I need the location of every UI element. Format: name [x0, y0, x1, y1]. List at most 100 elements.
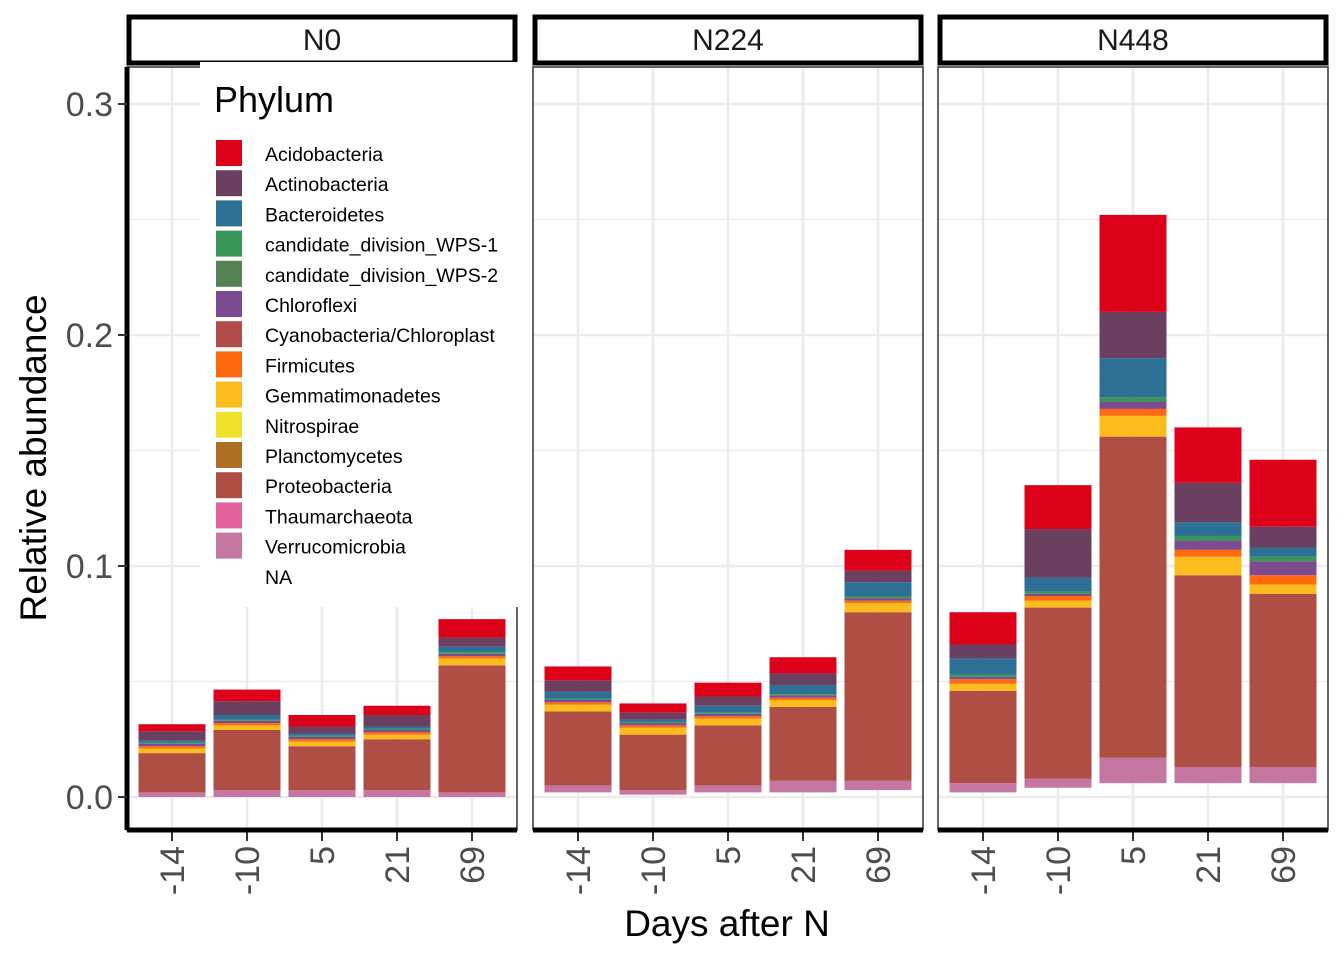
- legend-label: Nitrospirae: [265, 416, 359, 438]
- bar-segment-candidate-division-wps-1: [1024, 591, 1092, 594]
- bar-segment-chloroflexi: [769, 695, 837, 698]
- x-tick-label: -14: [560, 846, 598, 895]
- bar-segment-firmicutes: [1249, 575, 1317, 585]
- bar-segment-chloroflexi: [213, 720, 281, 724]
- bar-segment-gemmatimonadetes: [438, 658, 506, 666]
- x-tick-label: 69: [860, 846, 898, 884]
- bar-segment-proteobacteria: [363, 739, 431, 791]
- legend-label: NA: [265, 567, 292, 589]
- bar-segment-bacteroidetes: [438, 646, 506, 652]
- legend-label: Proteobacteria: [265, 476, 392, 498]
- facet-label: N0: [303, 24, 341, 57]
- bar-segment-bacteroidetes: [138, 740, 206, 743]
- legend-label: Chloroflexi: [265, 295, 357, 317]
- bar-segment-acidobacteria: [949, 612, 1017, 645]
- bar-segment-firmicutes: [363, 732, 431, 735]
- legend-key: [216, 411, 242, 438]
- facet-strip: [532, 14, 924, 66]
- bar-segment-actinobacteria: [1099, 311, 1167, 359]
- y-axis-title: Relative abundance: [13, 294, 54, 621]
- bar-segment-acidobacteria: [288, 714, 356, 727]
- legend-label: Cyanobacteria/Chloroplast: [265, 325, 495, 347]
- bar-segment-acidobacteria: [769, 657, 837, 674]
- legend-label: Gemmatimonadetes: [265, 386, 441, 408]
- bar-segment-chloroflexi: [544, 699, 612, 703]
- bar-segment-gemmatimonadetes: [1024, 600, 1092, 608]
- legend: Phylum Acidobacteria Actinobacteria Bactero…: [200, 62, 518, 607]
- x-tick-label: 5: [304, 846, 342, 865]
- y-tick-label: 0.1: [66, 548, 113, 586]
- bar-segment-acidobacteria: [1099, 214, 1167, 312]
- bar-segment-acidobacteria: [138, 724, 206, 732]
- bar-segment-acidobacteria: [213, 689, 281, 702]
- bar-segment-actinobacteria: [544, 680, 612, 692]
- legend-label: Planctomycetes: [265, 446, 403, 468]
- bar-segment-gemmatimonadetes: [213, 725, 281, 731]
- bar-segment-gemmatimonadetes: [363, 734, 431, 740]
- bar-segment-verrucomicrobia: [694, 785, 762, 793]
- bar-segment-bacteroidetes: [949, 658, 1017, 675]
- facet-label: N224: [692, 24, 764, 57]
- bar-segment-candidate-division-wps-1: [769, 694, 837, 696]
- facet-label: N448: [1097, 24, 1169, 57]
- bar-segment-chloroflexi: [288, 736, 356, 740]
- bar-segment-firmicutes: [1024, 596, 1092, 601]
- bar-segment-verrucomicrobia: [1249, 766, 1317, 784]
- bar-segment-acidobacteria: [363, 705, 431, 715]
- bar-segment-chloroflexi: [1099, 401, 1167, 409]
- bar-segment-actinobacteria: [138, 731, 206, 741]
- bar-segment-firmicutes: [949, 679, 1017, 684]
- bar-segment-bacteroidetes: [1174, 522, 1242, 536]
- legend-key: [216, 200, 242, 227]
- bar-segment-verrucomicrobia: [949, 783, 1017, 793]
- bar-segment-acidobacteria: [438, 619, 506, 638]
- bar-segment-bacteroidetes: [1024, 577, 1092, 592]
- bar-segment-candidate-division-wps-1: [1249, 556, 1317, 562]
- bar-segment-chloroflexi: [1024, 593, 1092, 597]
- x-tick-label: 5: [710, 846, 748, 865]
- legend-label: Bacteroidetes: [265, 204, 384, 226]
- bar-segment-proteobacteria: [213, 730, 281, 791]
- bar-segment-verrucomicrobia: [438, 792, 506, 797]
- bar-segment-bacteroidetes: [769, 684, 837, 695]
- x-tick-label: 69: [1265, 846, 1303, 884]
- bar-segment-candidate-division-wps-1: [438, 651, 506, 654]
- bar-segment-gemmatimonadetes: [138, 748, 206, 754]
- bar-segment-candidate-division-wps-1: [949, 674, 1017, 677]
- bar-segment-chloroflexi: [619, 723, 687, 726]
- bar-segment-candidate-division-wps-1: [694, 712, 762, 714]
- bar-segment-actinobacteria: [1174, 482, 1242, 523]
- bar-segment-actinobacteria: [949, 644, 1017, 659]
- bar-segment-proteobacteria: [1174, 575, 1242, 767]
- bar-segment-proteobacteria: [694, 725, 762, 786]
- legend-key: [216, 140, 242, 166]
- legend-label: Firmicutes: [265, 355, 355, 377]
- bar-segment-gemmatimonadetes: [1099, 415, 1167, 437]
- bar-segment-gemmatimonadetes: [769, 699, 837, 707]
- bar-segment-acidobacteria: [694, 682, 762, 697]
- bar-segment-bacteroidetes: [213, 714, 281, 720]
- legend-key: [216, 532, 242, 559]
- y-tick-label: 0.2: [66, 317, 113, 355]
- legend-key: [216, 321, 242, 348]
- bar-segment-actinobacteria: [213, 701, 281, 715]
- bar-segment-proteobacteria: [949, 690, 1017, 784]
- bar-segment-verrucomicrobia: [844, 780, 912, 791]
- facet-strip: [937, 14, 1329, 66]
- bar-segment-gemmatimonadetes: [1174, 556, 1242, 576]
- legend-key: [216, 260, 242, 287]
- bar-segment-bacteroidetes: [1249, 547, 1317, 557]
- bar-segment-chloroflexi: [949, 676, 1017, 680]
- bar-segment-actinobacteria: [619, 712, 687, 720]
- x-tick-label: 21: [785, 846, 823, 884]
- bar-segment-verrucomicrobia: [619, 790, 687, 795]
- legend-key: [216, 230, 242, 257]
- bar-segment-actinobacteria: [769, 673, 837, 685]
- bar-segment-proteobacteria: [619, 734, 687, 791]
- bar-segment-firmicutes: [769, 697, 837, 700]
- bar-segment-gemmatimonadetes: [844, 602, 912, 613]
- bar-segment-candidate-division-wps-1: [1174, 535, 1242, 541]
- bar-segment-proteobacteria: [769, 706, 837, 781]
- bar-segment-bacteroidetes: [619, 719, 687, 722]
- legend-background: [200, 62, 518, 607]
